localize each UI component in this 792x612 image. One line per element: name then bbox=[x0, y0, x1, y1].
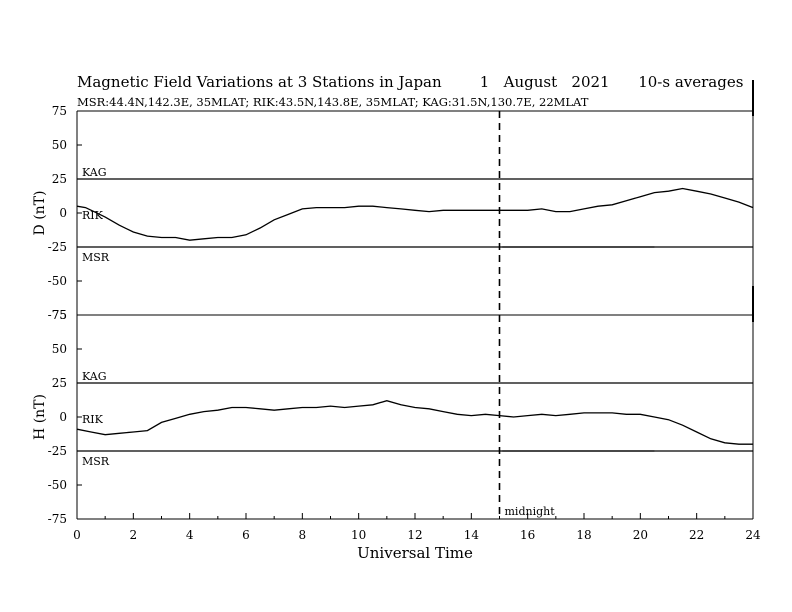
x-tick-label: 6 bbox=[242, 528, 250, 542]
station-label-msr: MSR bbox=[82, 251, 110, 264]
x-tick-label: 4 bbox=[186, 528, 194, 542]
y-tick-label: 0 bbox=[59, 206, 67, 220]
x-tick-label: 14 bbox=[464, 528, 480, 542]
y-axis-label: H (nT) bbox=[32, 394, 48, 440]
x-tick-label: 12 bbox=[407, 528, 422, 542]
x-axis-label: Universal Time bbox=[357, 544, 473, 562]
x-tick-label: 2 bbox=[130, 528, 138, 542]
chart-subtitle: MSR:44.4N,142.3E, 35MLAT; RIK:43.5N,143.… bbox=[77, 95, 589, 109]
series-line-rik bbox=[76, 400, 753, 445]
y-tick-label: 75 bbox=[52, 104, 67, 118]
y-tick-label: 75 bbox=[52, 308, 67, 322]
x-tick-label: 10 bbox=[351, 528, 366, 542]
station-label-kag: KAG bbox=[82, 166, 107, 179]
x-tick-label: 22 bbox=[689, 528, 704, 542]
station-label-rik: RIK bbox=[82, 413, 104, 426]
y-tick-label: -25 bbox=[48, 240, 67, 254]
y-tick-label: 0 bbox=[59, 410, 67, 424]
y-tick-label: 25 bbox=[52, 376, 67, 390]
station-label-kag: KAG bbox=[82, 370, 107, 383]
x-tick-label: 20 bbox=[633, 528, 648, 542]
x-tick-label: 16 bbox=[520, 528, 535, 542]
x-tick-label: 24 bbox=[745, 528, 761, 542]
x-tick-label: 18 bbox=[576, 528, 591, 542]
y-tick-label: -50 bbox=[48, 478, 67, 492]
y-tick-label: -75 bbox=[48, 512, 67, 526]
midnight-label: midnight bbox=[505, 505, 556, 518]
station-label-msr: MSR bbox=[82, 455, 110, 468]
x-tick-label: 0 bbox=[73, 528, 81, 542]
station-label-rik: RIK bbox=[82, 209, 104, 222]
y-tick-label: -75 bbox=[48, 308, 67, 322]
y-tick-label: 50 bbox=[52, 138, 67, 152]
y-tick-label: -25 bbox=[48, 444, 67, 458]
series-line-rik bbox=[76, 187, 754, 241]
chart-title: Magnetic Field Variations at 3 Stations … bbox=[77, 73, 744, 91]
x-tick-label: 8 bbox=[299, 528, 307, 542]
y-tick-label: 25 bbox=[52, 172, 67, 186]
y-axis-label: D (nT) bbox=[32, 191, 48, 236]
y-tick-label: -50 bbox=[48, 274, 67, 288]
y-tick-label: 50 bbox=[52, 342, 67, 356]
